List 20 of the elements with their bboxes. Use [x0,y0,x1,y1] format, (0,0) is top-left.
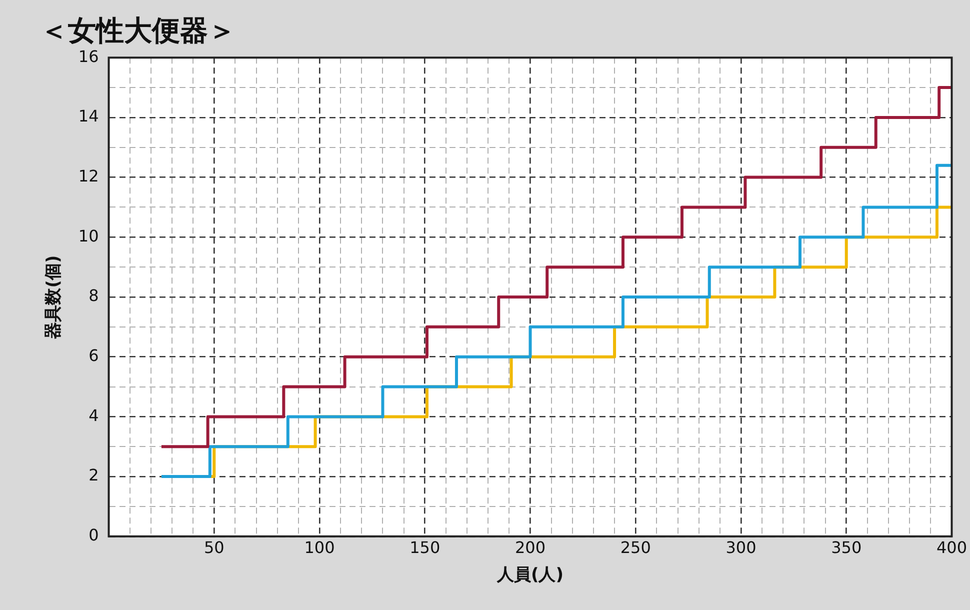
y-tick-label: 8 [88,286,99,306]
y-tick-label: 0 [88,526,99,545]
y-tick-label: 2 [88,466,99,485]
y-tick-label: 6 [88,346,99,366]
x-tick-label: 150 [410,538,440,558]
x-tick-label: 200 [514,538,546,558]
x-tick-label: 250 [620,538,651,558]
x-tick-label: 350 [831,538,862,558]
y-tick-label: 4 [88,406,99,425]
x-tick-label: 300 [726,538,756,558]
x-tick-label: 50 [204,538,224,558]
y-tick-label: 14 [78,106,99,126]
x-axis-title: 人員(人) [496,565,564,586]
chart-title: ＜女性大便器＞ [40,14,236,48]
y-tick-label: 10 [78,226,99,246]
y-tick-label: 16 [78,46,99,66]
x-tick-label: 100 [304,538,335,558]
y-axis-title: 器具数(個) [44,255,64,340]
y-tick-label: 12 [78,166,99,186]
x-tick-label: 400 [936,538,968,558]
